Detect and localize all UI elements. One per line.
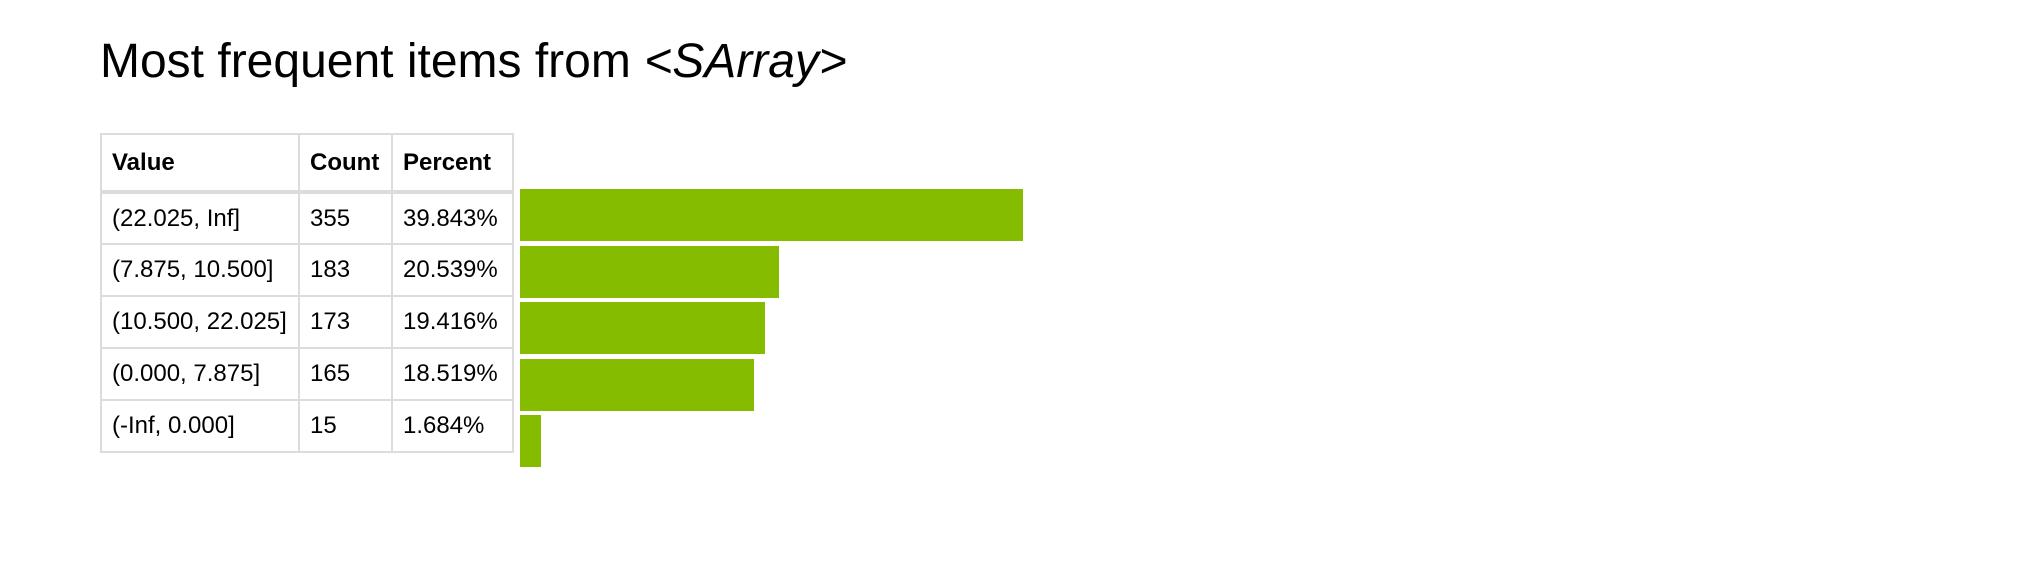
cell-percent: 20.539% [391, 243, 514, 297]
bar-5 [520, 415, 541, 467]
table-row: (10.500, 22.025] 173 19.416% [100, 295, 514, 349]
cell-percent: 19.416% [391, 295, 514, 349]
cell-value: (22.025, Inf] [100, 191, 300, 245]
header-percent: Percent [391, 133, 514, 194]
cell-count: 355 [298, 191, 393, 245]
table-row: (-Inf, 0.000] 15 1.684% [100, 399, 514, 453]
cell-percent: 39.843% [391, 191, 514, 245]
cell-value: (-Inf, 0.000] [100, 399, 300, 453]
frequency-bar-chart [520, 189, 1023, 467]
title-object-type: <SArray> [644, 35, 847, 88]
bar-4 [520, 359, 754, 411]
table-header-row: Value Count Percent [100, 133, 514, 194]
bar-1 [520, 189, 1023, 241]
page-title: Most frequent items from <SArray> [100, 34, 847, 90]
cell-count: 15 [298, 399, 393, 453]
table-row: (0.000, 7.875] 165 18.519% [100, 347, 514, 401]
title-prefix: Most frequent items from [100, 35, 645, 88]
cell-count: 183 [298, 243, 393, 297]
cell-count: 173 [298, 295, 393, 349]
cell-percent: 18.519% [391, 347, 514, 401]
table-row: (22.025, Inf] 355 39.843% [100, 191, 514, 245]
table-row: (7.875, 10.500] 183 20.539% [100, 243, 514, 297]
bar-3 [520, 302, 765, 354]
cell-value: (0.000, 7.875] [100, 347, 300, 401]
frequency-table: Value Count Percent (22.025, Inf] 355 39… [100, 133, 514, 453]
cell-count: 165 [298, 347, 393, 401]
header-count: Count [298, 133, 393, 194]
cell-value: (10.500, 22.025] [100, 295, 300, 349]
bar-2 [520, 246, 779, 298]
header-value: Value [100, 133, 300, 194]
cell-value: (7.875, 10.500] [100, 243, 300, 297]
cell-percent: 1.684% [391, 399, 514, 453]
